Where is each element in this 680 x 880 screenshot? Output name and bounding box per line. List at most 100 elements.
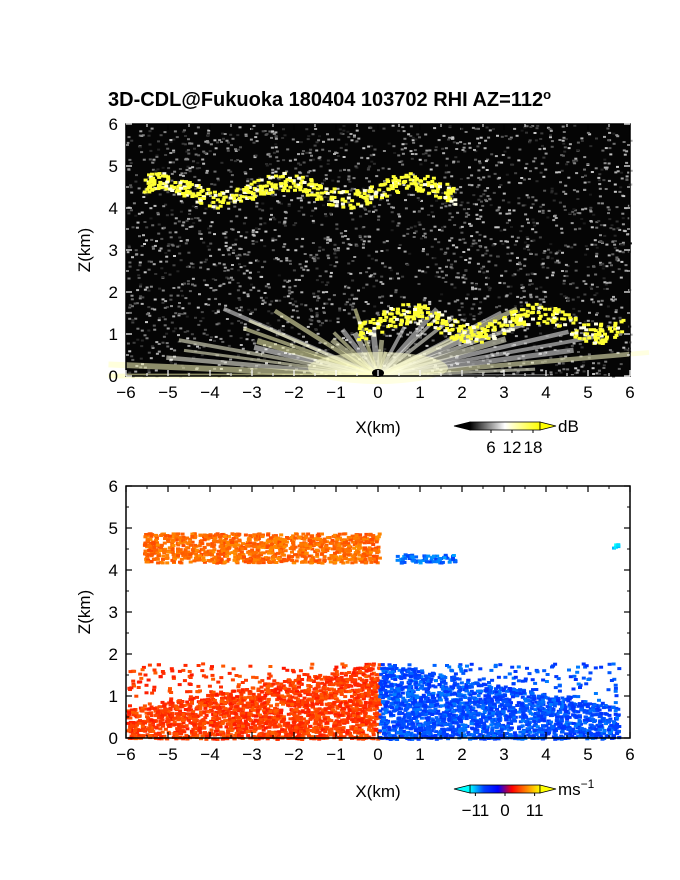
velocity-echo-cell (360, 537, 365, 541)
reflectivity-echo-cell (566, 313, 571, 317)
velocity-echo-cell (190, 540, 195, 544)
reflectivity-noise-cell (138, 297, 142, 300)
velocity-echo-cell (250, 548, 255, 552)
velocity-echo-cell (202, 560, 207, 564)
reflectivity-echo-cell (379, 183, 384, 187)
reflectivity-echo-cell (297, 176, 302, 180)
reflectivity-noise-cell (396, 224, 400, 227)
reflectivity-noise-cell (246, 295, 250, 298)
velocity-echo-cell (270, 551, 275, 555)
reflectivity-noise-cell (128, 265, 132, 268)
reflectivity-echo-cell (413, 311, 417, 314)
reflectivity-noise-cell (389, 294, 393, 297)
velocity-echo-cell (155, 550, 160, 554)
reflectivity-noise-cell (489, 238, 493, 241)
reflectivity-echo-cell (280, 174, 285, 178)
reflectivity-noise-cell (213, 170, 217, 173)
reflectivity-noise-cell (386, 199, 389, 202)
reflectivity-noise-cell (471, 286, 474, 289)
reflectivity-echo-cell (416, 312, 421, 316)
reflectivity-noise-cell (367, 254, 371, 257)
reflectivity-noise-cell (157, 343, 161, 345)
velocity-echo-cell (329, 554, 334, 557)
velocity-echo-cell (259, 541, 264, 545)
reflectivity-noise-cell (607, 212, 610, 215)
reflectivity-noise-cell (453, 260, 457, 263)
reflectivity-noise-cell (625, 150, 629, 153)
reflectivity-noise-cell (191, 166, 195, 169)
reflectivity-noise-cell (583, 293, 587, 296)
reflectivity-noise-cell (249, 312, 253, 315)
reflectivity-noise-cell (161, 298, 165, 301)
velocity-echo-cell (281, 543, 286, 546)
reflectivity-noise-cell (422, 248, 425, 250)
reflectivity-noise-cell (188, 209, 192, 212)
velocity-echo-cell (183, 548, 188, 552)
velocity-echo-cell (264, 542, 269, 546)
reflectivity-echo-cell (443, 329, 448, 333)
reflectivity-noise-cell (209, 195, 212, 197)
reflectivity-noise-cell (516, 256, 519, 259)
reflectivity-echo-cell (262, 192, 267, 196)
reflectivity-noise-cell (589, 145, 593, 148)
reflectivity-noise-cell (378, 204, 382, 206)
velocity-echo-cell (188, 553, 193, 557)
reflectivity-noise-cell (361, 187, 365, 190)
reflectivity-noise-cell (351, 218, 355, 221)
velocity-echo-cell (202, 545, 207, 549)
reflectivity-noise-cell (352, 302, 356, 305)
reflectivity-noise-cell (463, 143, 467, 145)
reflectivity-echo-cell (220, 201, 225, 204)
reflectivity-noise-cell (390, 229, 394, 232)
reflectivity-echo-cell (453, 319, 458, 323)
reflectivity-echo-cell (392, 316, 397, 319)
reflectivity-noise-cell (354, 243, 358, 246)
reflectivity-noise-cell (475, 203, 478, 206)
reflectivity-noise-cell (419, 336, 422, 339)
reflectivity-noise-cell (569, 283, 573, 286)
reflectivity-echo-cell (245, 197, 250, 200)
reflectivity-noise-cell (624, 341, 628, 344)
reflectivity-noise-cell (493, 243, 497, 245)
reflectivity-noise-cell (595, 221, 599, 224)
velocity-echo-cell (322, 683, 327, 687)
reflectivity-noise-cell (572, 313, 576, 316)
velocity-echo-cell (266, 676, 271, 680)
velocity-echo-cell (176, 547, 180, 551)
reflectivity-noise-cell (448, 136, 452, 139)
reflectivity-noise-cell (274, 143, 278, 146)
reflectivity-noise-cell (244, 135, 248, 137)
reflectivity-noise-cell (561, 270, 564, 272)
reflectivity-noise-cell (435, 164, 439, 167)
reflectivity-echo-cell (518, 313, 523, 317)
reflectivity-noise-cell (417, 210, 421, 213)
velocity-echo-cell (300, 554, 305, 558)
reflectivity-noise-cell (538, 303, 542, 306)
reflectivity-noise-cell (462, 319, 466, 322)
reflectivity-noise-cell (590, 287, 594, 290)
velocity-echo-cell (310, 547, 315, 551)
reflectivity-noise-cell (307, 201, 311, 204)
reflectivity-noise-cell (286, 295, 290, 298)
reflectivity-echo-cell (542, 320, 547, 324)
reflectivity-noise-cell (156, 213, 160, 216)
velocity-echo-cell (346, 552, 351, 556)
velocity-echo-cell (263, 556, 268, 560)
reflectivity-noise-cell (196, 217, 200, 220)
reflectivity-noise-cell (570, 344, 574, 347)
reflectivity-noise-cell (429, 229, 433, 232)
velocity-echo-cell (181, 544, 186, 548)
velocity-echo-cell (149, 546, 154, 550)
reflectivity-echo-cell (482, 327, 487, 331)
reflectivity-noise-cell (376, 311, 380, 314)
reflectivity-echo-cell (377, 188, 382, 192)
reflectivity-echo-cell (593, 329, 598, 333)
reflectivity-noise-cell (417, 199, 421, 202)
reflectivity-noise-cell (347, 175, 351, 178)
velocity-echo-cell (190, 532, 195, 536)
reflectivity-noise-cell (183, 331, 187, 333)
velocity-echo-cell (217, 535, 222, 539)
reflectivity-noise-cell (245, 338, 249, 341)
velocity-echo-cell (270, 546, 275, 550)
reflectivity-echo-cell (613, 321, 618, 325)
